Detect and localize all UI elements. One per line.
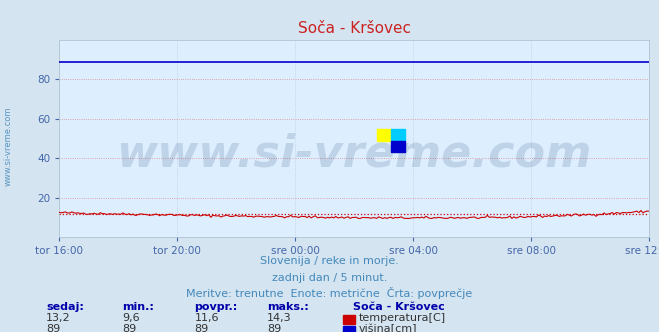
Text: Slovenija / reke in morje.: Slovenija / reke in morje. (260, 256, 399, 266)
Text: 11,6: 11,6 (194, 313, 219, 323)
Text: Soča - Kršovec: Soča - Kršovec (353, 302, 444, 312)
Text: 14,3: 14,3 (267, 313, 291, 323)
Text: maks.:: maks.: (267, 302, 308, 312)
Text: Meritve: trenutne  Enote: metrične  Črta: povprečje: Meritve: trenutne Enote: metrične Črta: … (186, 287, 473, 299)
Text: sedaj:: sedaj: (46, 302, 84, 312)
Text: www.si-vreme.com: www.si-vreme.com (117, 133, 592, 176)
Text: 89: 89 (267, 324, 281, 332)
Title: Soča - Kršovec: Soča - Kršovec (298, 21, 411, 36)
Text: 89: 89 (122, 324, 136, 332)
Bar (391, 129, 405, 140)
Text: temperatura[C]: temperatura[C] (359, 313, 446, 323)
Text: višina[cm]: višina[cm] (359, 324, 418, 332)
Text: povpr.:: povpr.: (194, 302, 238, 312)
Text: min.:: min.: (122, 302, 154, 312)
Text: 13,2: 13,2 (46, 313, 71, 323)
Text: www.si-vreme.com: www.si-vreme.com (3, 106, 13, 186)
Text: 9,6: 9,6 (122, 313, 140, 323)
Text: zadnji dan / 5 minut.: zadnji dan / 5 minut. (272, 273, 387, 283)
Text: 89: 89 (194, 324, 209, 332)
Text: 89: 89 (46, 324, 61, 332)
Bar (377, 129, 391, 140)
Bar (391, 140, 405, 152)
